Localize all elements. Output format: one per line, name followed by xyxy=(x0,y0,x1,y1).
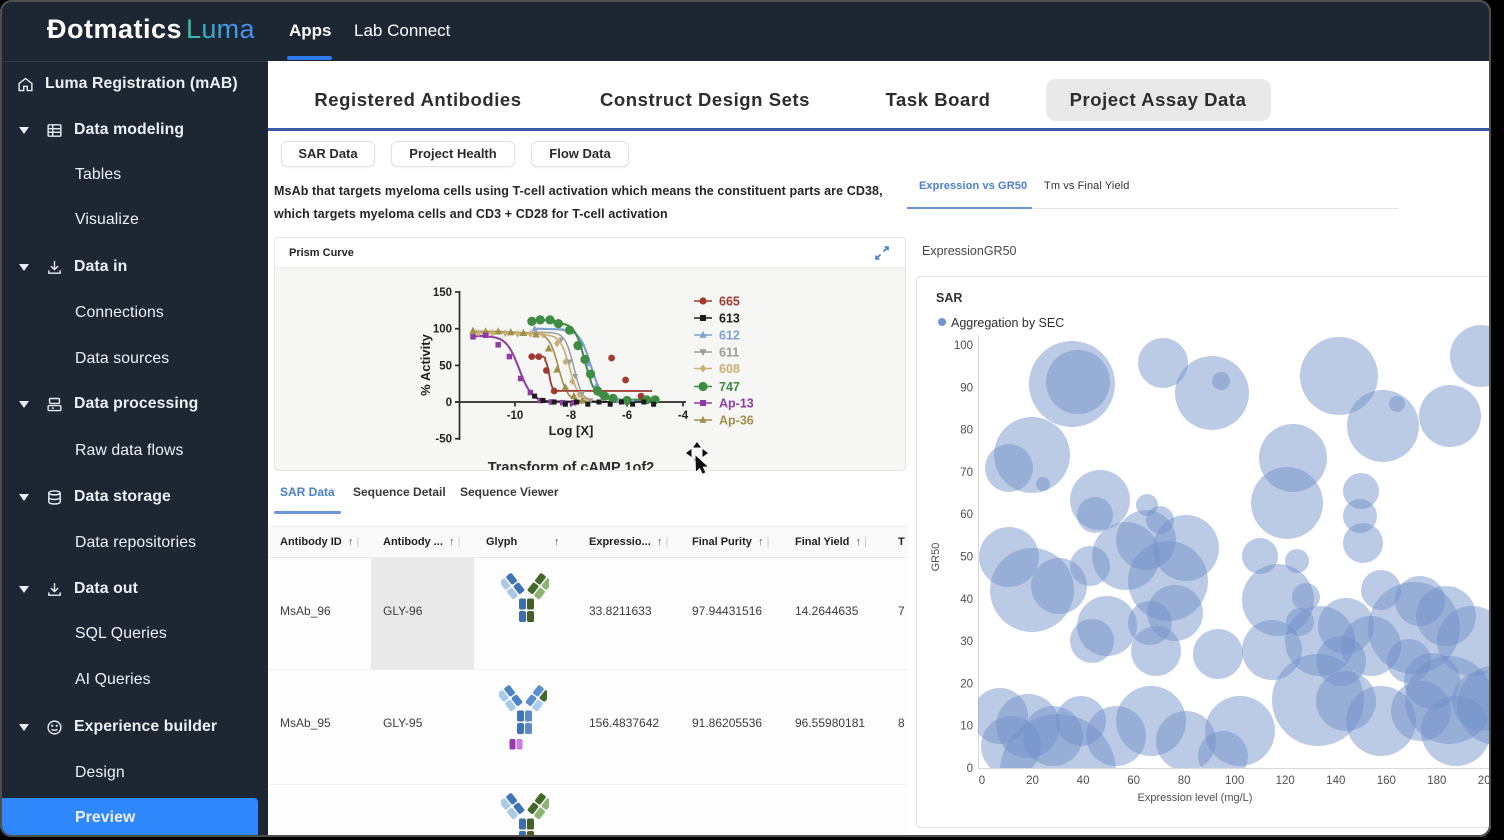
svg-text:SAR: SAR xyxy=(936,291,962,305)
svg-text:60: 60 xyxy=(1127,775,1140,787)
svg-text:665: 665 xyxy=(719,295,740,309)
svg-text:40: 40 xyxy=(1077,775,1090,787)
svg-text:100: 100 xyxy=(1225,775,1244,787)
svg-text:Expression level (mg/L): Expression level (mg/L) xyxy=(1138,792,1253,804)
svg-text:70: 70 xyxy=(960,467,973,479)
svg-text:50: 50 xyxy=(960,552,973,564)
svg-text:Ap-36: Ap-36 xyxy=(719,414,754,428)
svg-text:120: 120 xyxy=(1276,775,1295,787)
svg-text:Aggregation by SEC: Aggregation by SEC xyxy=(951,316,1064,330)
svg-text:30: 30 xyxy=(960,636,973,648)
svg-text:0: 0 xyxy=(967,763,973,775)
svg-text:Transform of cAMP 1of2: Transform of cAMP 1of2 xyxy=(488,460,655,470)
svg-text:50: 50 xyxy=(439,360,452,372)
svg-text:80: 80 xyxy=(960,425,973,437)
svg-text:Ap-13: Ap-13 xyxy=(719,397,754,411)
svg-text:0: 0 xyxy=(446,397,452,409)
svg-text:100: 100 xyxy=(433,324,452,336)
svg-text:-6: -6 xyxy=(622,410,632,422)
svg-text:150: 150 xyxy=(433,287,452,299)
svg-text:180: 180 xyxy=(1427,775,1446,787)
svg-text:40: 40 xyxy=(960,594,973,606)
svg-text:90: 90 xyxy=(960,382,973,394)
svg-text:-10: -10 xyxy=(507,410,524,422)
svg-text:608: 608 xyxy=(719,362,740,376)
svg-text:20: 20 xyxy=(1026,775,1039,787)
svg-text:100: 100 xyxy=(954,340,973,352)
svg-text:-4: -4 xyxy=(678,410,689,422)
svg-text:613: 613 xyxy=(719,312,740,326)
svg-text:60: 60 xyxy=(960,509,973,521)
svg-text:160: 160 xyxy=(1377,775,1396,787)
svg-text:612: 612 xyxy=(719,329,740,343)
svg-text:140: 140 xyxy=(1326,775,1345,787)
svg-text:10: 10 xyxy=(960,721,973,733)
svg-text:200: 200 xyxy=(1478,775,1491,787)
svg-text:-8: -8 xyxy=(566,410,577,422)
svg-text:% Activity: % Activity xyxy=(418,333,433,395)
svg-text:747: 747 xyxy=(719,380,740,394)
svg-text:611: 611 xyxy=(719,346,739,360)
svg-text:0: 0 xyxy=(979,775,985,787)
svg-text:Log [X]: Log [X] xyxy=(549,423,594,438)
svg-text:80: 80 xyxy=(1178,775,1191,787)
svg-text:20: 20 xyxy=(960,678,973,690)
svg-text:-50: -50 xyxy=(435,434,452,446)
svg-text:GR50: GR50 xyxy=(930,543,942,572)
